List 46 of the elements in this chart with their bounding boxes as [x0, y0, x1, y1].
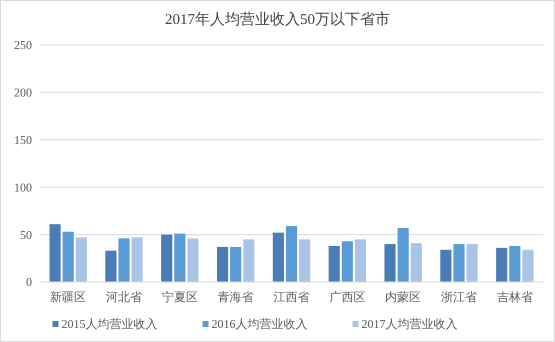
y-tick-label: 50 — [20, 228, 32, 242]
x-tick-label: 青海省 — [218, 290, 254, 304]
bar — [453, 244, 465, 282]
bar — [299, 239, 310, 282]
bar — [243, 239, 254, 282]
bar — [272, 232, 284, 282]
bar — [354, 239, 366, 282]
bar — [496, 248, 508, 282]
x-tick-label: 浙江省 — [440, 290, 477, 304]
y-tick-label: 150 — [14, 133, 32, 147]
bar — [466, 244, 478, 282]
chart-title: 2017年人均营业收入50万以下省市 — [165, 11, 390, 28]
y-tick-label: 250 — [14, 38, 32, 52]
y-tick-label: 100 — [14, 180, 32, 194]
bar — [509, 246, 520, 282]
bar — [161, 234, 172, 282]
y-tick-label: 200 — [14, 86, 32, 100]
bar — [410, 243, 422, 282]
bar — [230, 246, 242, 282]
x-tick-label: 新疆区 — [50, 290, 86, 304]
bar — [342, 241, 353, 282]
legend-label: 2015人均营业收入 — [62, 317, 158, 331]
x-tick-label: 江西省 — [274, 290, 310, 304]
bar — [118, 238, 130, 282]
bar — [187, 238, 199, 282]
x-tick-label: 宁夏区 — [162, 290, 198, 304]
bar — [522, 250, 534, 282]
bar — [440, 250, 452, 282]
bar — [132, 237, 143, 282]
legend-label: 2016人均营业收入 — [212, 317, 308, 331]
legend-label: 2017人均营业收入 — [362, 317, 458, 331]
bar — [62, 232, 74, 282]
bar — [105, 250, 116, 282]
x-tick-label: 广西区 — [329, 290, 366, 304]
bar — [174, 234, 186, 282]
bar — [328, 246, 340, 282]
bar — [398, 228, 409, 282]
x-tick-label: 河北省 — [106, 290, 142, 304]
bar — [384, 244, 396, 282]
bar — [286, 226, 298, 282]
y-tick-label: 0 — [26, 275, 32, 290]
x-tick-label: 吉林省 — [496, 290, 533, 304]
bar — [49, 224, 61, 282]
bar — [216, 246, 228, 282]
x-tick-label: 内蒙区 — [385, 290, 422, 304]
bar — [76, 237, 87, 282]
